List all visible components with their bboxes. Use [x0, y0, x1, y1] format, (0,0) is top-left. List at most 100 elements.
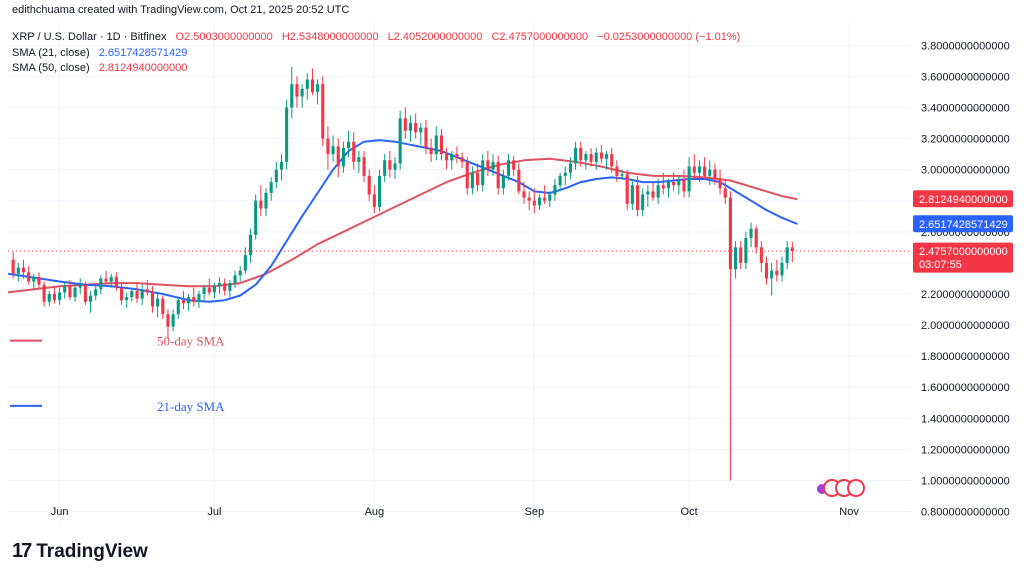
candle[interactable] [517, 163, 521, 195]
candle[interactable] [646, 185, 650, 207]
candle[interactable] [594, 147, 598, 170]
candle[interactable] [429, 138, 433, 162]
candle[interactable] [310, 68, 314, 96]
candle[interactable] [181, 290, 185, 310]
candle[interactable] [697, 160, 701, 183]
candle[interactable] [362, 150, 366, 183]
candle[interactable] [589, 147, 593, 167]
candle[interactable] [599, 144, 603, 164]
candle[interactable] [58, 287, 62, 305]
event-flags-icon[interactable] [817, 479, 865, 497]
candle[interactable] [197, 290, 201, 308]
candle[interactable] [372, 185, 376, 214]
candle[interactable] [47, 290, 51, 307]
candle[interactable] [785, 241, 789, 270]
candle[interactable] [434, 126, 438, 161]
candle[interactable] [615, 160, 619, 183]
candle[interactable] [780, 256, 784, 282]
candle[interactable] [140, 284, 144, 305]
candle[interactable] [501, 169, 505, 195]
candle[interactable] [790, 241, 794, 263]
candle[interactable] [357, 150, 361, 173]
candle[interactable] [403, 107, 407, 139]
candle[interactable] [104, 270, 108, 285]
candle[interactable] [285, 99, 289, 170]
candle[interactable] [398, 110, 402, 170]
candle[interactable] [584, 150, 588, 170]
candle[interactable] [677, 175, 681, 195]
candle[interactable] [243, 247, 247, 274]
candle[interactable] [687, 157, 691, 198]
candle[interactable] [150, 286, 155, 313]
sma50-legend[interactable]: SMA (50, close) 2.8124940000000 [12, 62, 193, 74]
candle[interactable] [52, 286, 56, 304]
sma-annotation[interactable]: 50-day SMA [10, 334, 225, 349]
candle[interactable] [522, 182, 526, 204]
candle[interactable] [708, 160, 712, 186]
sma21-line[interactable] [7, 139, 798, 303]
candle[interactable] [238, 266, 242, 282]
candle[interactable] [486, 150, 490, 176]
candle[interactable] [341, 141, 345, 173]
candle[interactable] [305, 73, 309, 100]
candle[interactable] [326, 126, 330, 170]
candle[interactable] [228, 279, 232, 298]
candle[interactable] [558, 172, 562, 192]
candle[interactable] [672, 172, 676, 192]
candle[interactable] [620, 169, 624, 179]
candle[interactable] [300, 84, 304, 108]
candle[interactable] [414, 113, 418, 139]
candle[interactable] [212, 283, 216, 299]
candle[interactable] [114, 272, 118, 291]
candle[interactable] [734, 241, 738, 279]
candle[interactable] [439, 129, 443, 161]
candle[interactable] [68, 279, 72, 301]
candle[interactable] [316, 79, 320, 105]
candle[interactable] [610, 147, 614, 173]
candle[interactable] [553, 178, 557, 201]
candle[interactable] [460, 152, 464, 169]
candle[interactable] [377, 169, 382, 212]
candle[interactable] [548, 191, 552, 207]
candle[interactable] [233, 270, 237, 288]
candle[interactable] [625, 169, 629, 211]
candle[interactable] [739, 241, 743, 270]
candle[interactable] [713, 163, 717, 186]
candle[interactable] [119, 281, 124, 305]
candle[interactable] [450, 150, 454, 170]
candle[interactable] [424, 119, 428, 155]
symbol-label[interactable]: XRP / U.S. Dollar · 1D · Bitfinex [12, 31, 167, 43]
candle[interactable] [770, 262, 774, 296]
candle[interactable] [16, 262, 20, 282]
candle[interactable] [563, 166, 567, 186]
candle[interactable] [728, 191, 732, 481]
candle[interactable] [754, 225, 758, 254]
candle[interactable] [125, 292, 129, 308]
candle[interactable] [383, 154, 387, 183]
candle[interactable] [491, 154, 495, 176]
candle[interactable] [744, 231, 748, 270]
candle[interactable] [455, 146, 459, 164]
candle[interactable] [218, 276, 222, 294]
candle[interactable] [187, 293, 191, 312]
candle[interactable] [506, 154, 511, 181]
candle[interactable] [295, 76, 299, 108]
candle[interactable] [543, 185, 547, 204]
candle[interactable] [259, 185, 263, 217]
candle[interactable] [537, 194, 542, 211]
candle[interactable] [641, 188, 645, 217]
candle[interactable] [651, 182, 655, 201]
candle[interactable] [21, 259, 26, 279]
candle[interactable] [764, 256, 769, 285]
candle[interactable] [419, 123, 423, 145]
candle[interactable] [130, 287, 134, 302]
candle[interactable] [532, 188, 536, 214]
candle[interactable] [135, 283, 139, 304]
candle[interactable] [207, 278, 211, 296]
plot-area[interactable] [8, 22, 911, 524]
candle[interactable] [630, 178, 634, 211]
candle[interactable] [73, 284, 77, 302]
candle[interactable] [336, 138, 340, 178]
candle[interactable] [254, 194, 258, 240]
candle[interactable] [470, 166, 474, 195]
